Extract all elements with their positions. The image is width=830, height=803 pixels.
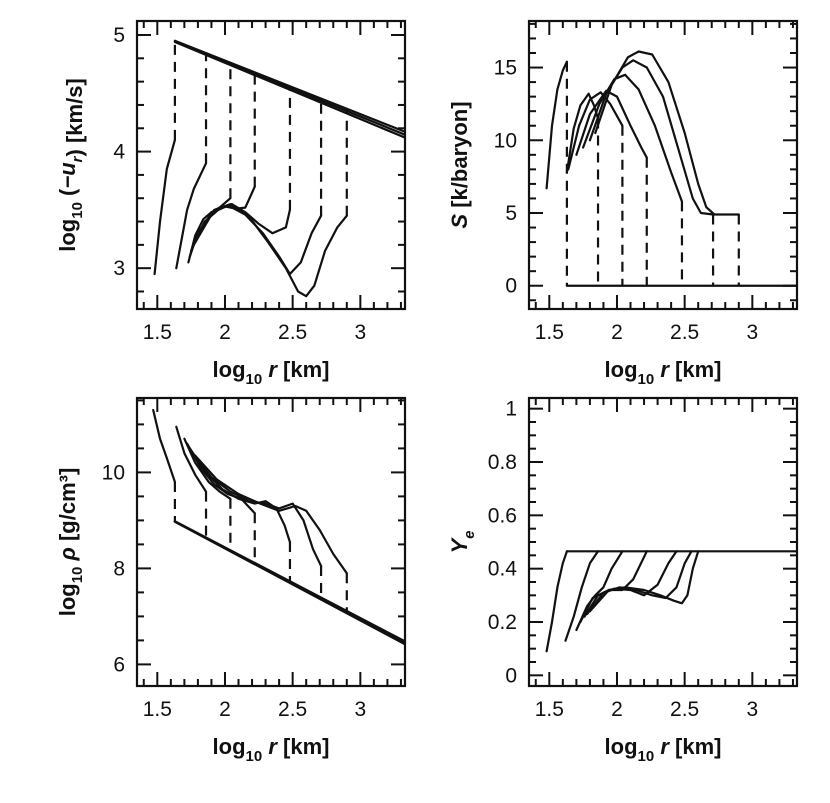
velocity-series-t1 [153,138,176,276]
electron-fraction-y-tick-label: 0.2 [488,611,517,634]
electron-fraction-x-tick-label: 1.5 [535,698,564,721]
velocity-panel: 1.5 2 2.5 3 3 4 5 log10 r [km] log10 (−ur) [km/s… [55,19,407,388]
density-y-tick-label: 8 [113,557,125,580]
electron-fraction-y-tick-label: 0 [505,664,517,687]
electron-fraction-series-t1 [545,550,568,653]
density-series-t2 [175,425,208,493]
density-x-tick-label: 2 [219,698,231,721]
velocity-x-tick-label: 1.5 [143,321,172,344]
velocity-series-t3 [187,197,232,264]
entropy-series-t4 [575,89,648,159]
electron-fraction-series-t5 [583,550,678,618]
entropy-x-tick-label: 2 [611,321,623,344]
electron-fraction-y-tick-label: 1 [505,398,517,421]
entropy-y-tick-label: 5 [505,202,517,225]
entropy-y-tick-label: 10 [494,129,517,152]
entropy-series-t3 [567,91,624,171]
electron-fraction-series-t4 [579,550,648,624]
entropy-plot-area [545,50,797,287]
electron-fraction-x-tick-label: 2 [611,698,623,721]
entropy-series-t7 [594,50,740,216]
entropy-series-t6 [588,59,715,216]
electron-fraction-y-tick-label: 0.6 [488,504,517,527]
electron-fraction-panel: 1.5 2 2.5 3 0 0.2 0.4 0.6 0.8 1 log10 r [km] Ye [447,396,799,765]
velocity-series-t2 [175,162,208,270]
electron-fraction-frame [527,396,799,688]
entropy-x-tick-label: 3 [746,321,758,344]
velocity-x-tick-label: 3 [354,321,366,344]
density-x-axis-label: log10 r [km] [213,734,330,765]
velocity-x-axis-label: log10 r [km] [213,357,330,388]
density-x-tick-label: 3 [354,698,366,721]
density-plot-area [152,408,405,646]
electron-fraction-y-tick-label: 0.4 [488,558,518,581]
velocity-x-tick-label: 2.5 [278,321,307,344]
velocity-frame [135,19,407,311]
entropy-y-tick-label: 0 [505,275,517,298]
density-series-t1 [152,408,176,484]
density-y-tick-label: 6 [113,653,125,676]
entropy-y-tick-label: 15 [494,57,517,80]
velocity-y-tick-label: 5 [113,24,125,47]
density-y-axis-label: log10 ρ [g/cm³] [55,468,86,617]
velocity-y-tick-label: 3 [113,257,125,280]
entropy-frame [527,19,799,311]
velocity-series-t7 [194,203,348,298]
electron-fraction-y-axis-label: Ye [447,530,478,553]
velocity-plot-area [153,39,405,298]
velocity-x-tick-label: 2 [219,321,231,344]
density-series-t7 [194,454,348,575]
electron-fraction-series-t2 [564,550,600,642]
electron-fraction-y-tick-label: 0.8 [488,451,517,474]
density-series-t6 [191,452,323,568]
density-series-t3 [183,437,232,500]
density-panel: 1.5 2 2.5 3 6 8 10 log10 r [km] log10 ρ [g/cm³] [55,396,407,765]
entropy-x-tick-label: 2.5 [670,321,699,344]
electron-fraction-x-tick-label: 3 [746,698,758,721]
entropy-y-axis-label: S [k/baryon] [447,101,472,228]
electron-fraction-series-t6 [586,550,693,616]
electron-fraction-plot-area [545,550,797,653]
electron-fraction-x-axis-label: log10 r [km] [605,734,722,765]
density-x-tick-label: 2.5 [278,698,307,721]
density-y-tick-label: 10 [102,461,125,484]
entropy-series-t1 [545,60,568,190]
electron-fraction-series-t7 [588,550,700,613]
electron-fraction-x-tick-label: 2.5 [670,698,699,721]
density-frame [135,396,407,688]
velocity-series-t4 [188,185,256,258]
entropy-x-axis-label: log10 r [km] [605,357,722,388]
velocity-y-tick-label: 4 [113,141,125,164]
entropy-panel: 1.5 2 2.5 3 0 5 10 15 log10 r [km] S [k/baryon] [447,19,799,388]
velocity-y-axis-label: log10 (−ur) [km/s] [55,78,87,252]
density-x-tick-label: 1.5 [143,698,172,721]
entropy-x-tick-label: 1.5 [535,321,564,344]
entropy-series-t5 [582,73,683,203]
